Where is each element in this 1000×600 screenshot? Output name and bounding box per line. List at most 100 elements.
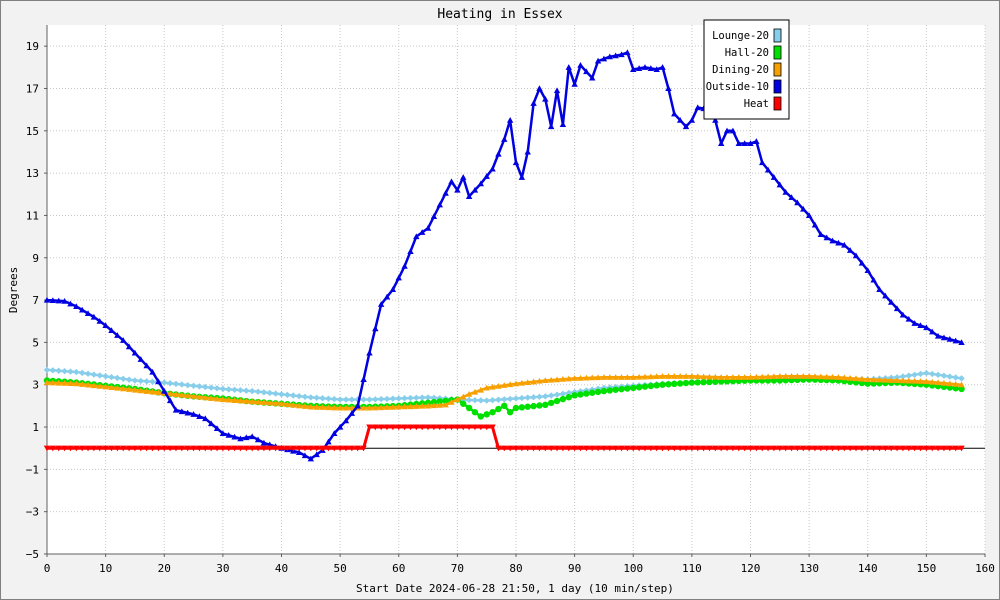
data-point-dining-20 bbox=[841, 374, 848, 381]
data-point-hall-20 bbox=[706, 378, 713, 386]
data-point-heat bbox=[653, 445, 660, 452]
data-point-outside-10 bbox=[254, 436, 262, 443]
data-point-heat bbox=[442, 424, 449, 431]
data-point-hall-20 bbox=[559, 395, 567, 403]
data-point-outside-10 bbox=[882, 292, 889, 299]
data-point-heat bbox=[624, 445, 631, 452]
data-point-dining-20 bbox=[899, 377, 907, 384]
data-point-heat bbox=[530, 445, 537, 452]
data-point-hall-20 bbox=[776, 377, 784, 384]
data-point-hall-20 bbox=[630, 384, 637, 392]
data-point-lounge-20 bbox=[899, 373, 907, 380]
data-point-outside-10 bbox=[577, 62, 584, 68]
data-point-outside-10 bbox=[682, 123, 690, 130]
data-point-dining-20 bbox=[120, 385, 127, 392]
data-point-lounge-20 bbox=[49, 367, 57, 374]
data-point-outside-10 bbox=[794, 199, 801, 206]
data-point-lounge-20 bbox=[190, 382, 197, 389]
data-point-heat bbox=[782, 445, 789, 452]
data-point-heat bbox=[407, 424, 414, 431]
data-point-dining-20 bbox=[465, 391, 473, 397]
data-point-dining-20 bbox=[254, 398, 262, 405]
data-point-dining-20 bbox=[753, 373, 760, 380]
data-point-outside-10 bbox=[78, 306, 86, 313]
data-point-outside-10 bbox=[395, 274, 402, 281]
x-tick-label: 10 bbox=[99, 562, 112, 575]
data-point-heat bbox=[606, 445, 613, 452]
data-point-heat bbox=[712, 445, 719, 452]
data-point-hall-20 bbox=[547, 399, 555, 407]
data-point-dining-20 bbox=[360, 404, 367, 411]
data-point-heat bbox=[594, 445, 602, 452]
data-point-lounge-20 bbox=[67, 368, 74, 375]
data-point-dining-20 bbox=[143, 388, 150, 394]
legend-label-hall-20: Hall-20 bbox=[725, 47, 769, 59]
x-tick-label: 110 bbox=[682, 562, 702, 575]
data-point-dining-20 bbox=[630, 374, 637, 380]
data-point-outside-10 bbox=[90, 313, 98, 320]
data-point-dining-20 bbox=[823, 373, 830, 380]
y-tick-label: −3 bbox=[26, 506, 39, 519]
data-point-outside-10 bbox=[102, 322, 109, 329]
data-point-lounge-20 bbox=[231, 386, 238, 393]
data-point-hall-20 bbox=[530, 402, 537, 410]
data-point-heat bbox=[536, 445, 543, 452]
data-point-dining-20 bbox=[852, 375, 860, 382]
data-point-dining-20 bbox=[735, 374, 742, 380]
data-point-outside-10 bbox=[770, 174, 778, 180]
data-point-heat bbox=[395, 424, 402, 431]
data-point-lounge-20 bbox=[530, 394, 537, 401]
data-point-outside-10 bbox=[483, 173, 490, 179]
data-point-lounge-20 bbox=[524, 394, 531, 401]
data-point-lounge-20 bbox=[137, 377, 144, 385]
data-point-outside-10 bbox=[354, 402, 361, 409]
data-point-heat bbox=[219, 445, 227, 452]
data-point-heat bbox=[372, 424, 379, 431]
data-point-heat bbox=[366, 424, 373, 431]
data-point-outside-10 bbox=[753, 138, 760, 144]
data-point-heat bbox=[952, 445, 959, 452]
data-point-heat bbox=[835, 445, 842, 452]
data-point-heat bbox=[934, 445, 942, 452]
data-point-dining-20 bbox=[606, 374, 613, 380]
y-tick-label: −5 bbox=[26, 548, 39, 561]
data-point-outside-10 bbox=[120, 337, 127, 343]
data-point-dining-20 bbox=[155, 389, 162, 396]
data-point-outside-10 bbox=[84, 310, 92, 317]
data-point-lounge-20 bbox=[131, 377, 139, 384]
data-point-heat bbox=[424, 424, 432, 431]
data-point-lounge-20 bbox=[178, 381, 186, 388]
data-point-hall-20 bbox=[641, 383, 649, 390]
data-point-dining-20 bbox=[436, 401, 443, 408]
data-point-heat bbox=[471, 424, 479, 431]
data-point-dining-20 bbox=[770, 373, 778, 380]
data-point-dining-20 bbox=[272, 400, 279, 406]
data-point-dining-20 bbox=[929, 378, 936, 385]
data-point-heat bbox=[870, 445, 877, 452]
data-point-outside-10 bbox=[454, 186, 461, 193]
data-point-outside-10 bbox=[131, 349, 139, 356]
data-point-hall-20 bbox=[671, 380, 678, 388]
series-heat bbox=[43, 424, 965, 452]
data-point-dining-20 bbox=[794, 373, 801, 379]
data-point-hall-20 bbox=[694, 379, 701, 386]
data-point-outside-10 bbox=[788, 194, 795, 201]
data-point-dining-20 bbox=[659, 373, 666, 379]
data-point-lounge-20 bbox=[90, 371, 98, 378]
data-point-heat bbox=[893, 445, 901, 452]
data-point-lounge-20 bbox=[213, 385, 221, 392]
data-point-lounge-20 bbox=[114, 374, 121, 382]
data-point-outside-10 bbox=[735, 140, 742, 147]
data-point-outside-10 bbox=[647, 65, 655, 71]
data-point-heat bbox=[940, 445, 948, 452]
data-point-lounge-20 bbox=[360, 396, 367, 403]
data-point-heat bbox=[700, 445, 707, 452]
data-point-hall-20 bbox=[717, 378, 725, 385]
data-point-heat bbox=[770, 445, 778, 452]
data-point-outside-10 bbox=[172, 406, 180, 413]
data-point-lounge-20 bbox=[207, 384, 215, 391]
data-point-heat bbox=[647, 445, 655, 452]
data-point-lounge-20 bbox=[536, 393, 543, 400]
data-point-hall-20 bbox=[489, 409, 496, 416]
data-point-outside-10 bbox=[553, 87, 561, 94]
